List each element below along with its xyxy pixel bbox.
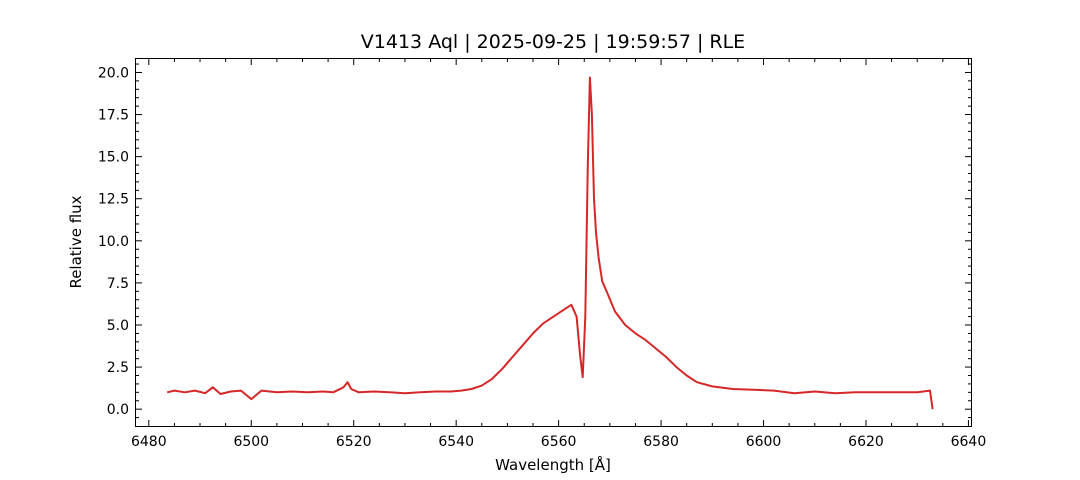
y-tick-label: 2.5 xyxy=(107,360,129,376)
x-tick-label: 6580 xyxy=(643,434,679,450)
y-tick-label: 20.0 xyxy=(98,65,129,81)
y-tick-label: 0.0 xyxy=(107,402,129,418)
x-tick-label: 6500 xyxy=(233,434,269,450)
x-tick-label: 6620 xyxy=(848,434,884,450)
y-tick-label: 17.5 xyxy=(98,108,129,124)
spectrum-line xyxy=(166,76,934,410)
y-tick-label: 7.5 xyxy=(107,276,129,292)
y-axis-label: Relative flux xyxy=(67,195,85,288)
x-tick-label: 6480 xyxy=(131,434,167,450)
plot-area xyxy=(166,76,934,410)
x-tick-label: 6640 xyxy=(951,434,987,450)
chart-title: V1413 Aql | 2025-09-25 | 19:59:57 | RLE xyxy=(361,31,745,53)
y-tick-label: 5.0 xyxy=(107,318,129,334)
x-axis-label: Wavelength [Å] xyxy=(495,455,611,474)
x-tick-label: 6560 xyxy=(541,434,577,450)
y-tick-label: 10.0 xyxy=(98,234,129,250)
y-tick-label: 12.5 xyxy=(98,192,129,208)
y-tick-label: 15.0 xyxy=(98,150,129,166)
axis-ticks: 6480 6500 6520 6540 6560 6580 6600 6620 6640 0.0 2… xyxy=(98,59,986,450)
x-tick-label: 6520 xyxy=(336,434,372,450)
x-tick-label: 6600 xyxy=(746,434,782,450)
x-tick-label: 6540 xyxy=(438,434,474,450)
plot-frame xyxy=(135,58,972,427)
